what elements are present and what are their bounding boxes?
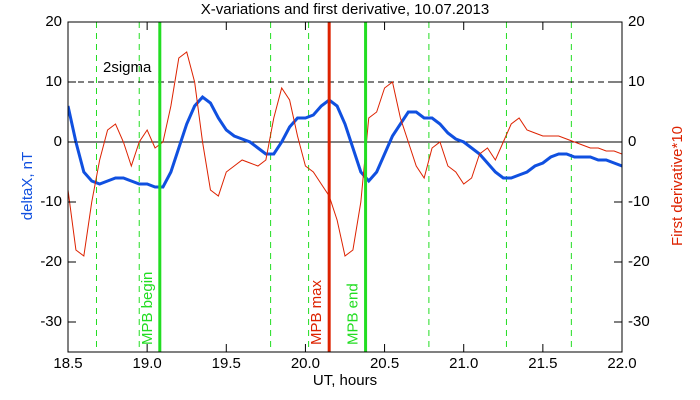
y-tick-label: -20 (40, 253, 62, 270)
y2-tick-label: -30 (628, 313, 650, 330)
x-tick-label: 18.5 (53, 355, 82, 372)
chart-title: X-variations and first derivative, 10.07… (201, 1, 490, 18)
x-tick-label: 22.0 (607, 355, 636, 372)
marker-label: MPB begin (139, 272, 156, 345)
y-tick-label: 10 (45, 73, 62, 90)
x-tick-label: 20.0 (291, 355, 320, 372)
y-tick-label: 20 (45, 13, 62, 30)
y2-tick-label: -10 (628, 193, 650, 210)
y-tick-label: -10 (40, 193, 62, 210)
y2-tick-label: 0 (628, 133, 636, 150)
x-tick-label: 21.0 (449, 355, 478, 372)
marker-label: MPB max (308, 279, 325, 345)
x-axis-label: UT, hours (313, 372, 377, 389)
y-tick-label: 0 (54, 133, 62, 150)
threshold-label: 2sigma (103, 59, 152, 76)
x-tick-label: 19.5 (212, 355, 241, 372)
y-tick-label: -30 (40, 313, 62, 330)
x-tick-label: 19.0 (133, 355, 162, 372)
y-axis-label: deltaX, nT (19, 152, 36, 220)
y2-tick-label: 10 (628, 73, 645, 90)
marker-label: MPB end (345, 283, 362, 345)
x-tick-label: 21.5 (528, 355, 557, 372)
x-tick-label: 20.5 (370, 355, 399, 372)
plot-frame (67, 21, 623, 353)
y2-axis-label: First derivative*10 (669, 126, 686, 246)
y2-tick-label: 20 (628, 13, 645, 30)
data-line (68, 51, 622, 257)
y2-tick-label: -20 (628, 253, 650, 270)
